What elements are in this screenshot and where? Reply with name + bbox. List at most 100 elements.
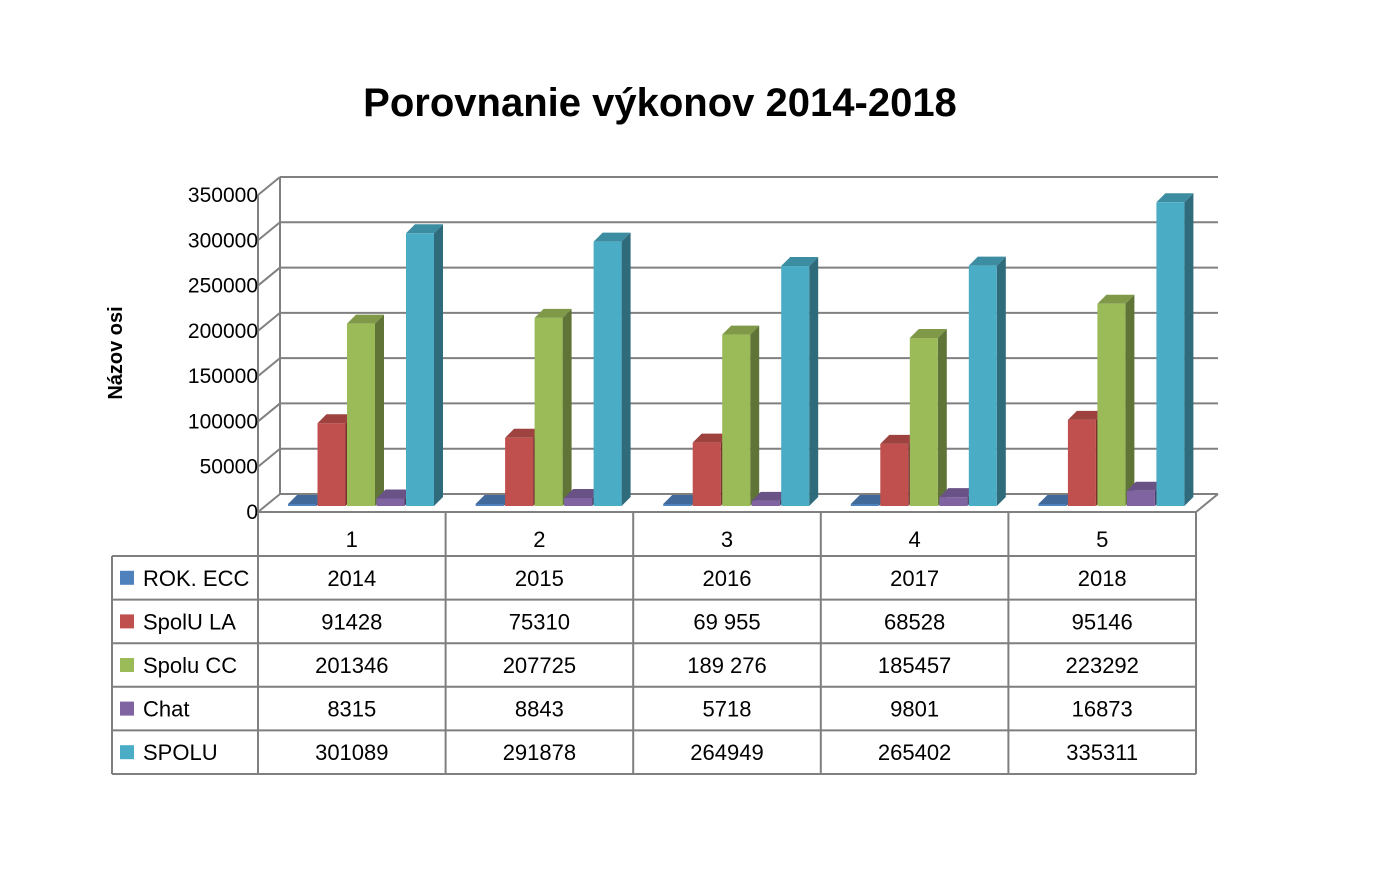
bar-top bbox=[1126, 481, 1164, 491]
data-label: 75310 bbox=[509, 609, 570, 634]
bar-front bbox=[475, 504, 504, 506]
series-label: SpolU LA bbox=[143, 609, 236, 634]
legend-key bbox=[120, 570, 134, 585]
bar-side bbox=[809, 257, 819, 506]
category-label: 1 bbox=[346, 527, 358, 552]
bar-side bbox=[1125, 294, 1135, 506]
y-tick-label: 0 bbox=[246, 501, 258, 524]
bar-front bbox=[288, 504, 316, 506]
bar-top bbox=[347, 314, 384, 324]
legend-key bbox=[120, 701, 134, 716]
data-label: 207725 bbox=[503, 653, 576, 678]
y-tick-label: 300000 bbox=[188, 229, 258, 252]
data-label: 2016 bbox=[703, 566, 752, 591]
bar-side bbox=[375, 314, 384, 506]
bar-side bbox=[750, 325, 760, 506]
bar-top bbox=[406, 224, 443, 234]
data-label: 95146 bbox=[1072, 609, 1133, 634]
data-label: 301089 bbox=[315, 740, 388, 765]
bar-spolu-cc-4 bbox=[909, 329, 947, 506]
bar-front bbox=[1067, 419, 1096, 506]
bar-side bbox=[562, 308, 572, 506]
bar-spolu-3 bbox=[781, 257, 819, 506]
bar-front bbox=[1126, 490, 1155, 506]
bar-top bbox=[475, 495, 513, 504]
data-label: 68528 bbox=[884, 609, 945, 634]
data-label: 5718 bbox=[703, 697, 752, 722]
gridline-diagonal bbox=[257, 402, 281, 423]
bar-top bbox=[751, 491, 789, 501]
floor-right-edge bbox=[1195, 493, 1219, 513]
y-tick-label: 350000 bbox=[188, 184, 258, 207]
bar-spolu-cc-3 bbox=[722, 325, 760, 506]
bar-front bbox=[850, 504, 879, 506]
bar-top bbox=[722, 325, 760, 335]
bar-top bbox=[1038, 495, 1076, 504]
bar-top bbox=[850, 495, 888, 504]
bar-top bbox=[593, 232, 631, 242]
legend-key bbox=[120, 745, 134, 760]
bar-front bbox=[406, 233, 434, 507]
bar-front bbox=[663, 504, 692, 506]
gridline-diagonal bbox=[257, 312, 281, 332]
data-label: 265402 bbox=[878, 740, 951, 765]
bar-front bbox=[376, 498, 405, 506]
bar-spolu-1 bbox=[406, 224, 443, 507]
data-label: 291878 bbox=[503, 740, 576, 765]
gridline-diagonal bbox=[257, 447, 281, 468]
data-label: 335311 bbox=[1066, 740, 1138, 765]
gridline-diagonal bbox=[257, 266, 281, 287]
gridline-diagonal bbox=[257, 493, 281, 513]
bar-spolu-cc-1 bbox=[347, 314, 384, 506]
y-tick-label: 50000 bbox=[200, 456, 258, 479]
legend-key bbox=[120, 658, 134, 672]
bar-top bbox=[505, 428, 543, 438]
series-label: SPOLU bbox=[143, 740, 218, 765]
bar-top bbox=[880, 434, 918, 444]
y-tick-label: 150000 bbox=[188, 365, 258, 388]
bar-front bbox=[1156, 202, 1185, 507]
bar-top bbox=[376, 489, 414, 499]
bar-top bbox=[939, 488, 977, 498]
bar-side bbox=[621, 232, 631, 507]
bar-top bbox=[781, 257, 819, 267]
bar-front bbox=[564, 497, 593, 506]
bar-spolu-2 bbox=[593, 232, 631, 507]
category-label: 4 bbox=[908, 527, 920, 552]
bar-front bbox=[505, 437, 534, 506]
bars bbox=[288, 193, 1194, 507]
bar-top bbox=[1156, 193, 1194, 203]
data-label: 189 276 bbox=[687, 653, 767, 678]
data-label: 2015 bbox=[515, 566, 564, 591]
bar-front bbox=[781, 266, 810, 506]
y-tick-label: 250000 bbox=[188, 275, 258, 298]
legend-key bbox=[120, 614, 134, 629]
bar-top bbox=[564, 488, 602, 498]
bar-front bbox=[751, 500, 780, 506]
category-label: 2 bbox=[533, 527, 545, 552]
data-label: 16873 bbox=[1072, 697, 1133, 722]
bar-front bbox=[1097, 303, 1126, 506]
bar-top bbox=[1097, 294, 1135, 304]
bar-side bbox=[996, 256, 1006, 506]
data-label: 91428 bbox=[321, 609, 382, 634]
data-label: 264949 bbox=[690, 740, 763, 765]
bar-front bbox=[1038, 504, 1067, 506]
data-label: 8315 bbox=[327, 697, 376, 722]
bar-side bbox=[434, 224, 443, 507]
data-label: 2017 bbox=[890, 566, 939, 591]
bar-front bbox=[593, 241, 622, 507]
gridline-diagonal bbox=[257, 176, 281, 196]
data-label: 2014 bbox=[327, 566, 376, 591]
bar-front bbox=[939, 497, 968, 506]
series-label: ROK. ECC bbox=[143, 566, 249, 591]
bar-front bbox=[722, 334, 751, 506]
bar-spolu-cc-5 bbox=[1097, 294, 1135, 506]
gridline-diagonal bbox=[257, 357, 281, 377]
gridline-diagonal bbox=[257, 221, 281, 242]
bar-top bbox=[692, 433, 730, 443]
bar-front bbox=[880, 443, 909, 506]
bar-front bbox=[347, 323, 375, 506]
bar-front bbox=[534, 317, 563, 506]
